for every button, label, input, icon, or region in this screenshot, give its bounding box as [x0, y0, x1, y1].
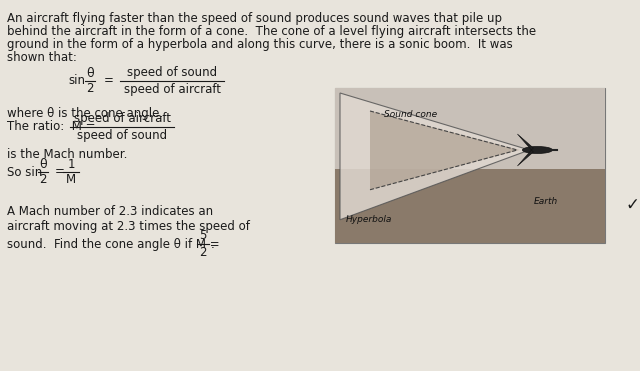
Polygon shape	[517, 150, 533, 166]
Text: behind the aircraft in the form of a cone.  The cone of a level flying aircraft : behind the aircraft in the form of a con…	[7, 25, 536, 38]
Text: 5: 5	[199, 229, 207, 242]
Ellipse shape	[522, 147, 552, 154]
Text: 2: 2	[199, 246, 207, 259]
Text: =: =	[104, 75, 114, 88]
Text: A Mach number of 2.3 indicates an: A Mach number of 2.3 indicates an	[7, 205, 213, 218]
Polygon shape	[517, 134, 533, 150]
Text: Earth: Earth	[534, 197, 557, 206]
Text: speed of aircraft: speed of aircraft	[124, 83, 221, 96]
Text: speed of sound: speed of sound	[127, 66, 217, 79]
Text: =: =	[55, 165, 65, 178]
Text: 1: 1	[67, 158, 75, 171]
Text: where θ is the cone angle.: where θ is the cone angle.	[7, 107, 163, 120]
Text: .: .	[211, 238, 215, 251]
Polygon shape	[370, 111, 520, 190]
Text: is the Mach number.: is the Mach number.	[7, 148, 127, 161]
Text: θ: θ	[86, 67, 94, 80]
Text: So sin: So sin	[7, 165, 42, 178]
Text: speed of aircraft: speed of aircraft	[74, 112, 170, 125]
Text: An aircraft flying faster than the speed of sound produces sound waves that pile: An aircraft flying faster than the speed…	[7, 12, 502, 25]
Text: aircraft moving at 2.3 times the speed of: aircraft moving at 2.3 times the speed o…	[7, 220, 250, 233]
FancyBboxPatch shape	[335, 88, 605, 243]
Text: 2: 2	[39, 173, 47, 186]
FancyBboxPatch shape	[335, 88, 605, 173]
Text: M: M	[66, 173, 76, 186]
Text: speed of sound: speed of sound	[77, 129, 167, 142]
Text: ground in the form of a hyperbola and along this curve, there is a sonic boom.  : ground in the form of a hyperbola and al…	[7, 38, 513, 51]
FancyBboxPatch shape	[335, 168, 605, 243]
Text: 2: 2	[86, 82, 93, 95]
Polygon shape	[340, 93, 529, 220]
Text: The ratio:  M =: The ratio: M =	[7, 121, 95, 134]
Text: ✓: ✓	[625, 196, 639, 214]
Text: Hyperbola: Hyperbola	[346, 215, 392, 224]
Text: shown that:: shown that:	[7, 51, 77, 64]
Text: sound.  Find the cone angle θ if M =: sound. Find the cone angle θ if M =	[7, 238, 220, 251]
Text: sin: sin	[68, 75, 85, 88]
Text: Sound cone: Sound cone	[384, 110, 437, 119]
Text: θ: θ	[39, 158, 47, 171]
